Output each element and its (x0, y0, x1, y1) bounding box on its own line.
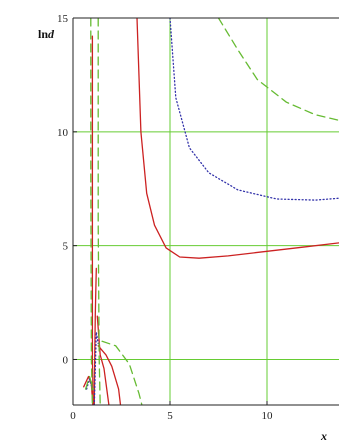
series-2-branch-3 (169, 18, 339, 201)
series-3-branch-2 (90, 18, 94, 405)
series-3-branch-3 (97, 18, 101, 405)
x-tick-label: 0 (70, 410, 76, 422)
y-tick-label: 5 (63, 241, 69, 253)
x-tick-label: 5 (167, 410, 173, 422)
series-1-branch-6 (136, 18, 339, 259)
y-tick-label: 15 (57, 13, 69, 25)
series-1-branch-3 (93, 267, 97, 405)
series-2-branch-2 (93, 331, 99, 405)
x-tick-label: 10 (262, 410, 274, 422)
y-axis-label-var: d (48, 27, 55, 41)
y-axis-label-prefix: ln (38, 27, 48, 41)
series-3-branch-4 (101, 340, 143, 405)
axes-layer: 05101051015 (57, 13, 339, 422)
y-axis-label: lnd (38, 27, 55, 41)
series-1-branch-5 (97, 345, 122, 405)
y-tick-label: 10 (57, 127, 69, 139)
series-3-branch-1 (84, 375, 95, 390)
series-3-branch-5 (217, 18, 339, 121)
series-1-branch-2 (91, 35, 95, 405)
grid-layer (73, 18, 339, 405)
series-layer (83, 18, 339, 405)
y-tick-label: 0 (63, 354, 69, 366)
x-axis-label: x (320, 429, 327, 443)
